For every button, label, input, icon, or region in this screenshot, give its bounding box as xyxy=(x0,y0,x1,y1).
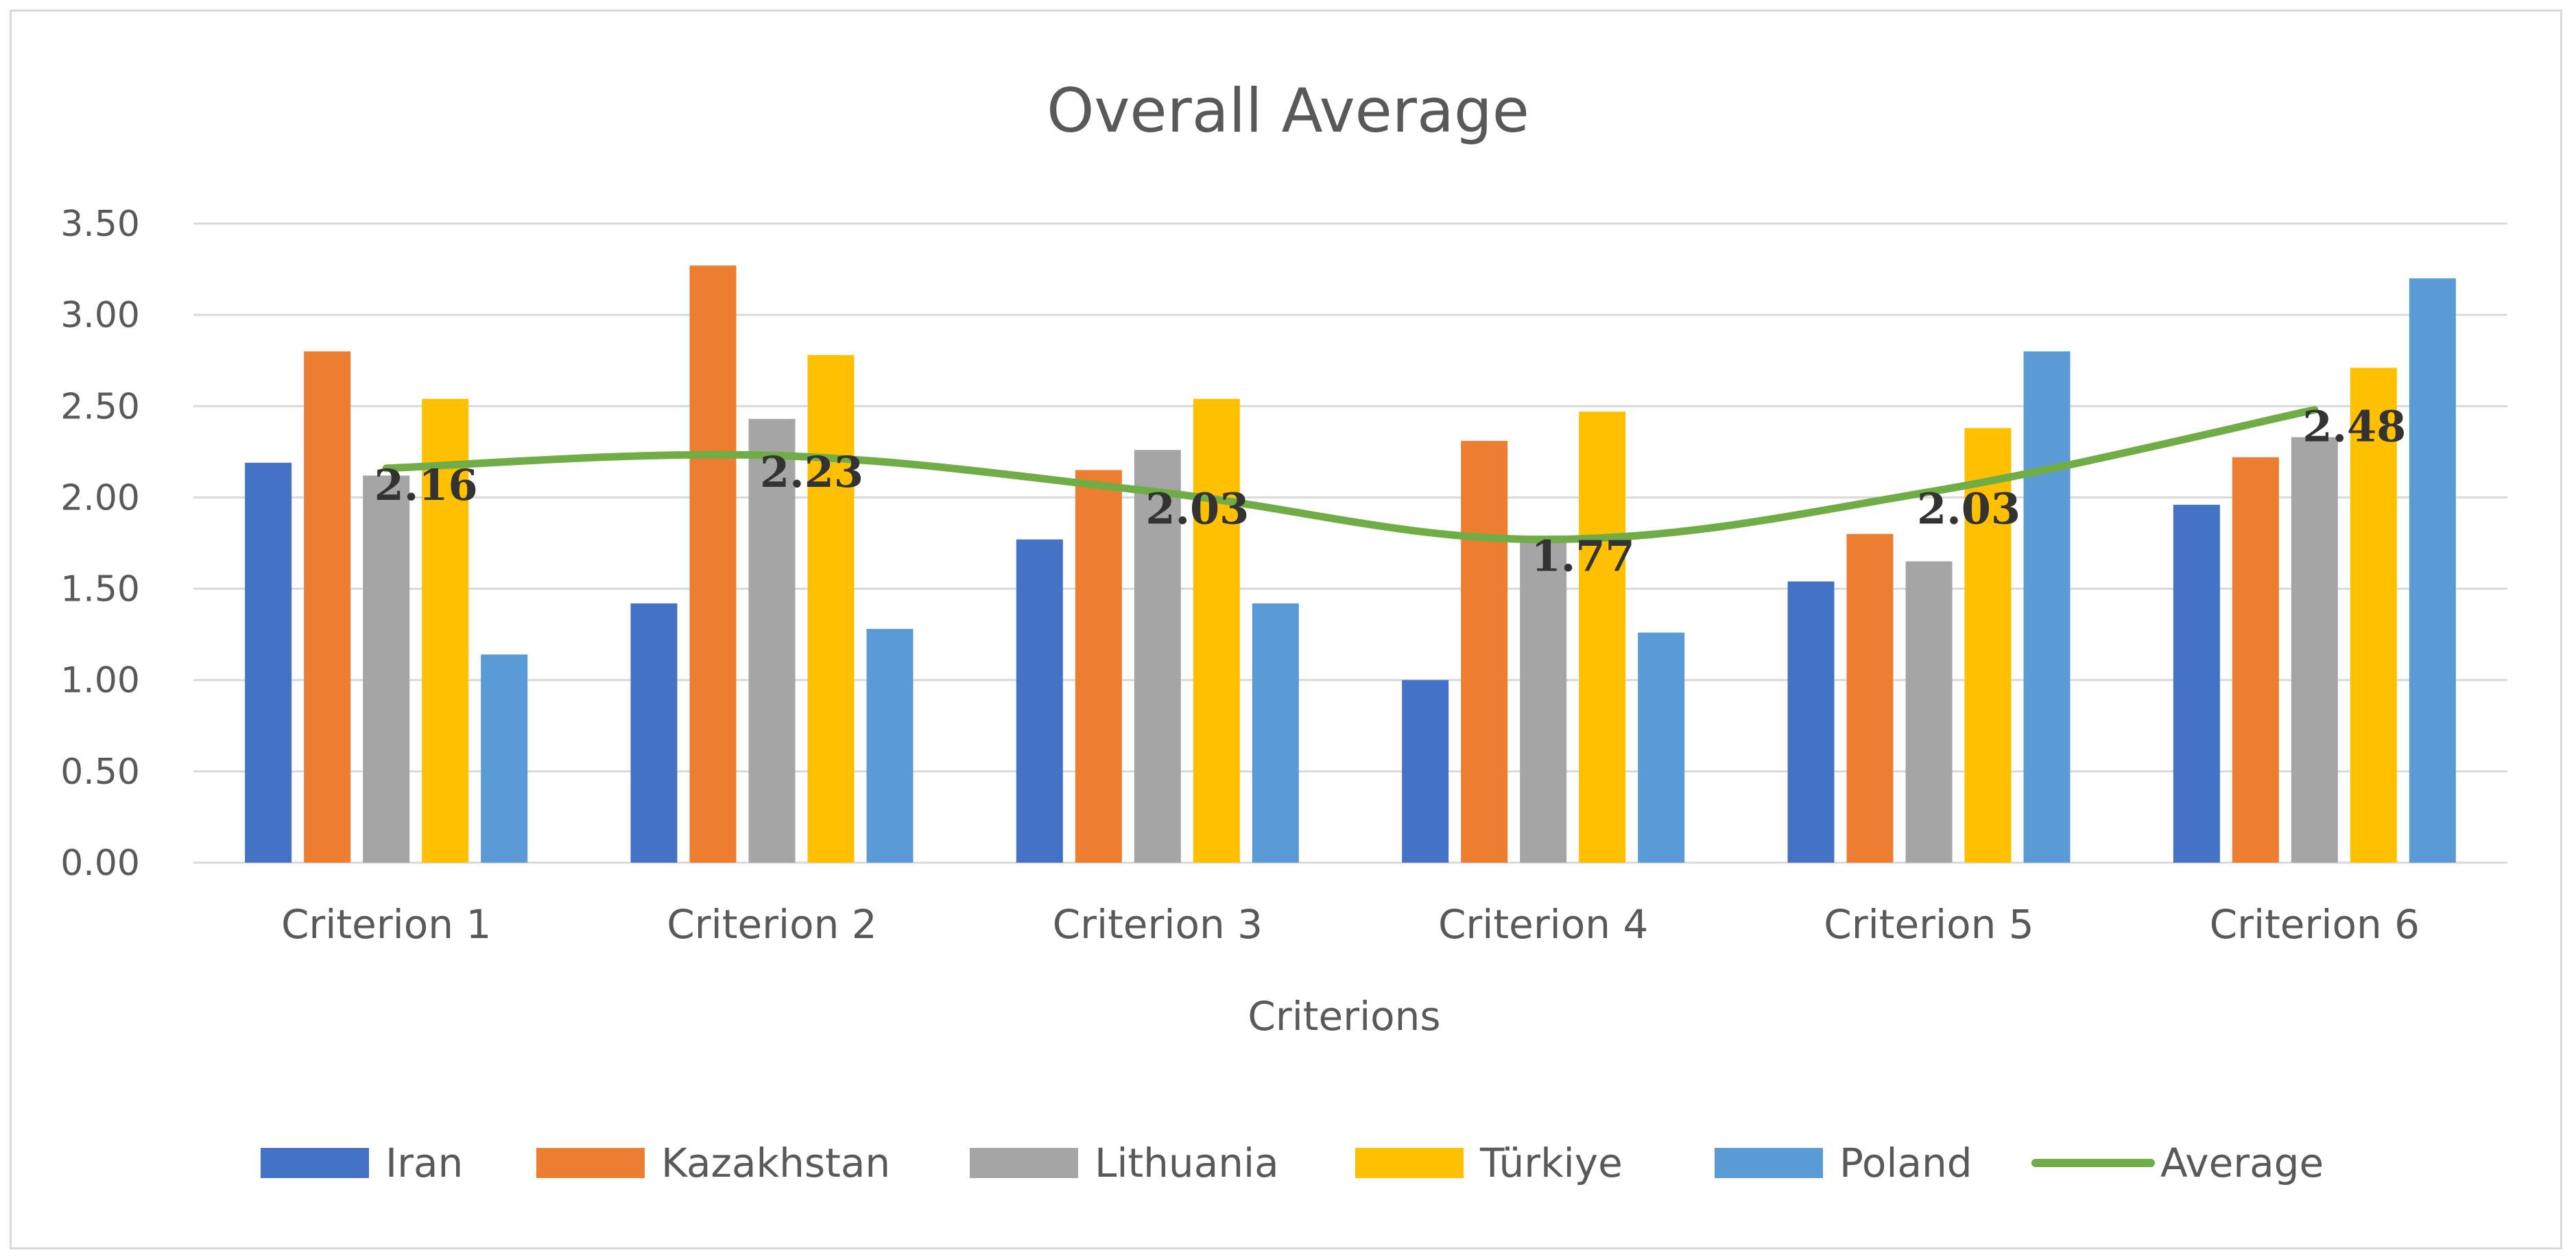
bar-iran xyxy=(1787,581,1835,863)
bar-poland xyxy=(1252,603,1299,863)
average-data-label: 2.03 xyxy=(1917,483,2020,533)
bar-iran xyxy=(1402,680,1449,863)
average-line-group: 2.16 2.23 2.03 1.77 2.03 2.48 xyxy=(374,402,2407,581)
bar-poland xyxy=(2409,278,2456,863)
bar-iran xyxy=(2173,505,2220,863)
gridlines xyxy=(193,222,2507,864)
bar-lithuania xyxy=(2291,437,2338,863)
bar-t-rkiye xyxy=(1964,428,2012,863)
legend-swatch xyxy=(261,1148,369,1178)
bar-poland xyxy=(481,654,528,863)
legend-swatch xyxy=(970,1148,1078,1178)
legend-label: Kazakhstan xyxy=(661,1140,890,1186)
x-axis-title: Criterions xyxy=(1248,993,1440,1040)
y-tick-label: 3.50 xyxy=(60,204,140,245)
bar-t-rkiye xyxy=(1193,398,1240,863)
chart-title: Overall Average xyxy=(1047,75,1529,146)
bar-iran xyxy=(245,462,292,863)
bar-kazakhstan xyxy=(1461,440,1508,863)
bar-t-rkiye xyxy=(1579,411,1626,863)
bar-poland xyxy=(866,629,914,863)
bar-kazakhstan xyxy=(2232,457,2279,863)
bar-iran xyxy=(1016,539,1063,863)
bar-lithuania xyxy=(1520,539,1567,863)
average-line xyxy=(382,406,2319,544)
bar-kazakhstan xyxy=(1075,470,1122,863)
average-data-label: 2.23 xyxy=(760,447,863,497)
bar-kazakhstan xyxy=(689,265,737,863)
bar-lithuania xyxy=(1134,450,1181,863)
bar-poland xyxy=(2023,351,2071,863)
legend: Iran Kazakhstan Lithuania Türkiye Poland Aver… xyxy=(261,1140,2324,1186)
x-category-label: Criterion 1 xyxy=(281,901,491,948)
bar-lithuania xyxy=(363,475,410,863)
legend-label: Türkiye xyxy=(1479,1140,1623,1186)
bar-kazakhstan xyxy=(1846,533,1894,863)
y-tick-label: 2.00 xyxy=(60,477,140,518)
bars xyxy=(245,265,2456,863)
y-tick-label: 3.00 xyxy=(60,295,140,336)
bar-t-rkiye xyxy=(2350,368,2397,863)
legend-label: Iran xyxy=(385,1140,463,1186)
average-data-label: 2.16 xyxy=(374,460,478,510)
average-data-label: 1.77 xyxy=(1531,531,1635,581)
legend-label: Lithuania xyxy=(1095,1140,1279,1186)
x-category-label: Criterion 5 xyxy=(1824,901,2034,948)
average-data-label: 2.03 xyxy=(1145,483,1249,533)
y-axis-ticks: 0.00 0.50 1.00 1.50 2.00 2.50 3.00 3.50 xyxy=(60,204,140,884)
average-data-label: 2.48 xyxy=(2302,402,2406,452)
bar-iran xyxy=(630,603,678,863)
bar-lithuania xyxy=(1905,561,1953,863)
y-tick-label: 0.50 xyxy=(60,752,140,793)
bar-kazakhstan xyxy=(304,351,351,863)
y-tick-label: 1.50 xyxy=(60,569,140,610)
y-tick-label: 0.00 xyxy=(60,843,140,884)
bar-t-rkiye xyxy=(422,398,469,863)
legend-label: Poland xyxy=(1839,1140,1972,1186)
legend-swatch xyxy=(536,1148,645,1178)
bar-poland xyxy=(1638,632,1685,863)
x-category-label: Criterion 2 xyxy=(667,901,876,948)
legend-swatch xyxy=(1715,1148,1823,1178)
y-tick-label: 1.00 xyxy=(60,660,140,702)
x-category-label: Criterion 6 xyxy=(2210,901,2420,948)
x-category-label: Criterion 3 xyxy=(1053,901,1263,948)
bar-t-rkiye xyxy=(807,355,855,863)
legend-swatch xyxy=(1355,1148,1464,1178)
x-axis-categories: Criterion 1 Criterion 2 Criterion 3 Criteri… xyxy=(281,901,2420,948)
x-category-label: Criterion 4 xyxy=(1438,901,1648,948)
legend-label: Average xyxy=(2160,1140,2324,1186)
y-tick-label: 2.50 xyxy=(60,386,140,427)
bar-lithuania xyxy=(748,418,796,863)
